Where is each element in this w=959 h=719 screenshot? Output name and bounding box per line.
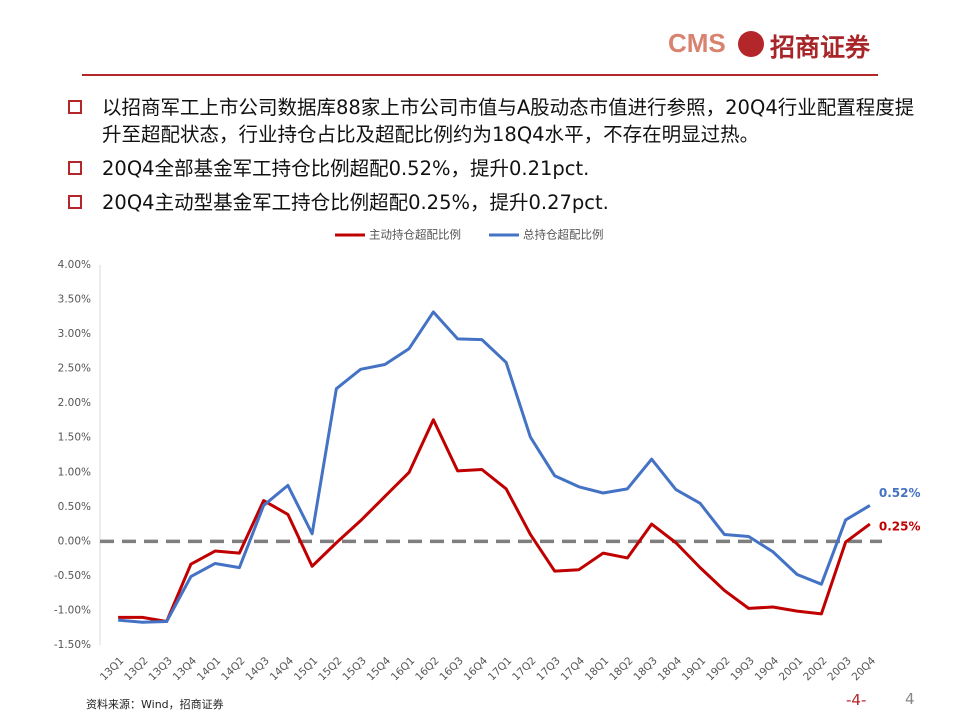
bullet-text: 20Q4全部基金军工持仓比例超配0.52%，提升0.21pct. [102, 157, 590, 180]
x-tick-label: 19Q3 [728, 655, 757, 684]
bullet-text: 20Q4主动型基金军工持仓比例超配0.25%，提升0.27pct. [102, 191, 609, 214]
x-tick-label: 18Q2 [607, 655, 636, 684]
x-tick-label: 14Q1 [195, 655, 224, 684]
y-tick-label: 4.00% [58, 259, 91, 271]
x-tick-label: 19Q2 [704, 655, 733, 684]
header-rule [82, 74, 878, 76]
legend-label: 主动持仓超配比例 [369, 228, 461, 242]
bullet-marker [68, 161, 82, 175]
x-tick-label: 15Q4 [365, 655, 394, 684]
x-tick-label: 20Q2 [801, 655, 830, 684]
x-tick-label: 18Q4 [656, 655, 685, 684]
bullet: 20Q4全部基金军工持仓比例超配0.52%，提升0.21pct. [68, 155, 928, 182]
x-tick-label: 20Q4 [850, 655, 879, 684]
x-tick-label: 15Q1 [292, 655, 321, 684]
logo-icon [738, 31, 764, 57]
bullet-marker [68, 195, 82, 209]
x-tick-label: 17Q2 [510, 655, 539, 684]
data-label: 0.52% [879, 486, 921, 500]
source: 资料来源：Wind，招商证券 [86, 698, 224, 711]
y-tick-label: 3.00% [58, 328, 91, 340]
line-series [118, 418, 871, 624]
x-tick-label: 20Q3 [825, 655, 854, 684]
y-tick-label: 2.00% [58, 397, 91, 409]
y-tick-label: 1.00% [58, 466, 91, 478]
x-tick-label: 16Q3 [437, 655, 466, 684]
x-tick-label: 20Q1 [777, 655, 806, 684]
x-tick-label: 13Q3 [146, 655, 175, 684]
x-tick-label: 13Q4 [171, 655, 200, 684]
data-label: 0.25% [879, 520, 921, 534]
page-label: -4- [846, 691, 867, 709]
bullet: 20Q4主动型基金军工持仓比例超配0.25%，提升0.27pct. [68, 189, 928, 216]
x-tick-label: 18Q1 [583, 655, 612, 684]
x-tick-label: 16Q4 [462, 655, 491, 684]
y-tick-label: 1.50% [58, 432, 91, 444]
x-tick-label: 16Q2 [413, 655, 442, 684]
x-tick-label: 19Q4 [753, 655, 782, 684]
x-tick-label: 14Q3 [243, 655, 272, 684]
logo-text: CMS [668, 28, 726, 58]
x-tick-label: 15Q2 [316, 655, 345, 684]
page-number: 4 [905, 690, 915, 708]
x-tick-label: 17Q3 [534, 655, 563, 684]
x-tick-label: 14Q2 [219, 655, 248, 684]
bullet: 以招商军工上市公司数据库88家上市公司市值与A股动态市值进行参照，20Q4行业配… [68, 94, 928, 148]
y-tick-label: 0.50% [58, 501, 91, 513]
x-tick-label: 19Q1 [680, 655, 709, 684]
y-tick-label: 0.00% [58, 535, 91, 547]
x-tick-label: 14Q4 [268, 655, 297, 684]
y-tick-label: -1.00% [54, 604, 91, 616]
x-tick-label: 18Q3 [631, 655, 660, 684]
x-tick-label: 17Q4 [559, 655, 588, 684]
y-tick-label: -1.50% [54, 639, 91, 651]
x-tick-label: 13Q2 [122, 655, 151, 684]
x-tick-label: 16Q1 [389, 655, 418, 684]
y-tick-label: -0.50% [54, 570, 91, 582]
x-tick-label: 17Q1 [486, 655, 515, 684]
x-tick-label: 13Q1 [98, 655, 127, 684]
x-tick-label: 15Q3 [340, 655, 369, 684]
y-tick-label: 3.50% [58, 294, 91, 306]
bullet-list: 以招商军工上市公司数据库88家上市公司市值与A股动态市值进行参照，20Q4行业配… [68, 94, 928, 223]
line-series [118, 310, 871, 624]
legend-label: 总持仓超配比例 [523, 228, 604, 242]
brand-name: 招商证券 [770, 33, 871, 62]
y-tick-label: 2.50% [58, 363, 91, 375]
bullet-marker [68, 100, 82, 114]
bullet-text: 以招商军工上市公司数据库88家上市公司市值与A股动态市值进行参照，20Q4行业配… [102, 96, 915, 146]
